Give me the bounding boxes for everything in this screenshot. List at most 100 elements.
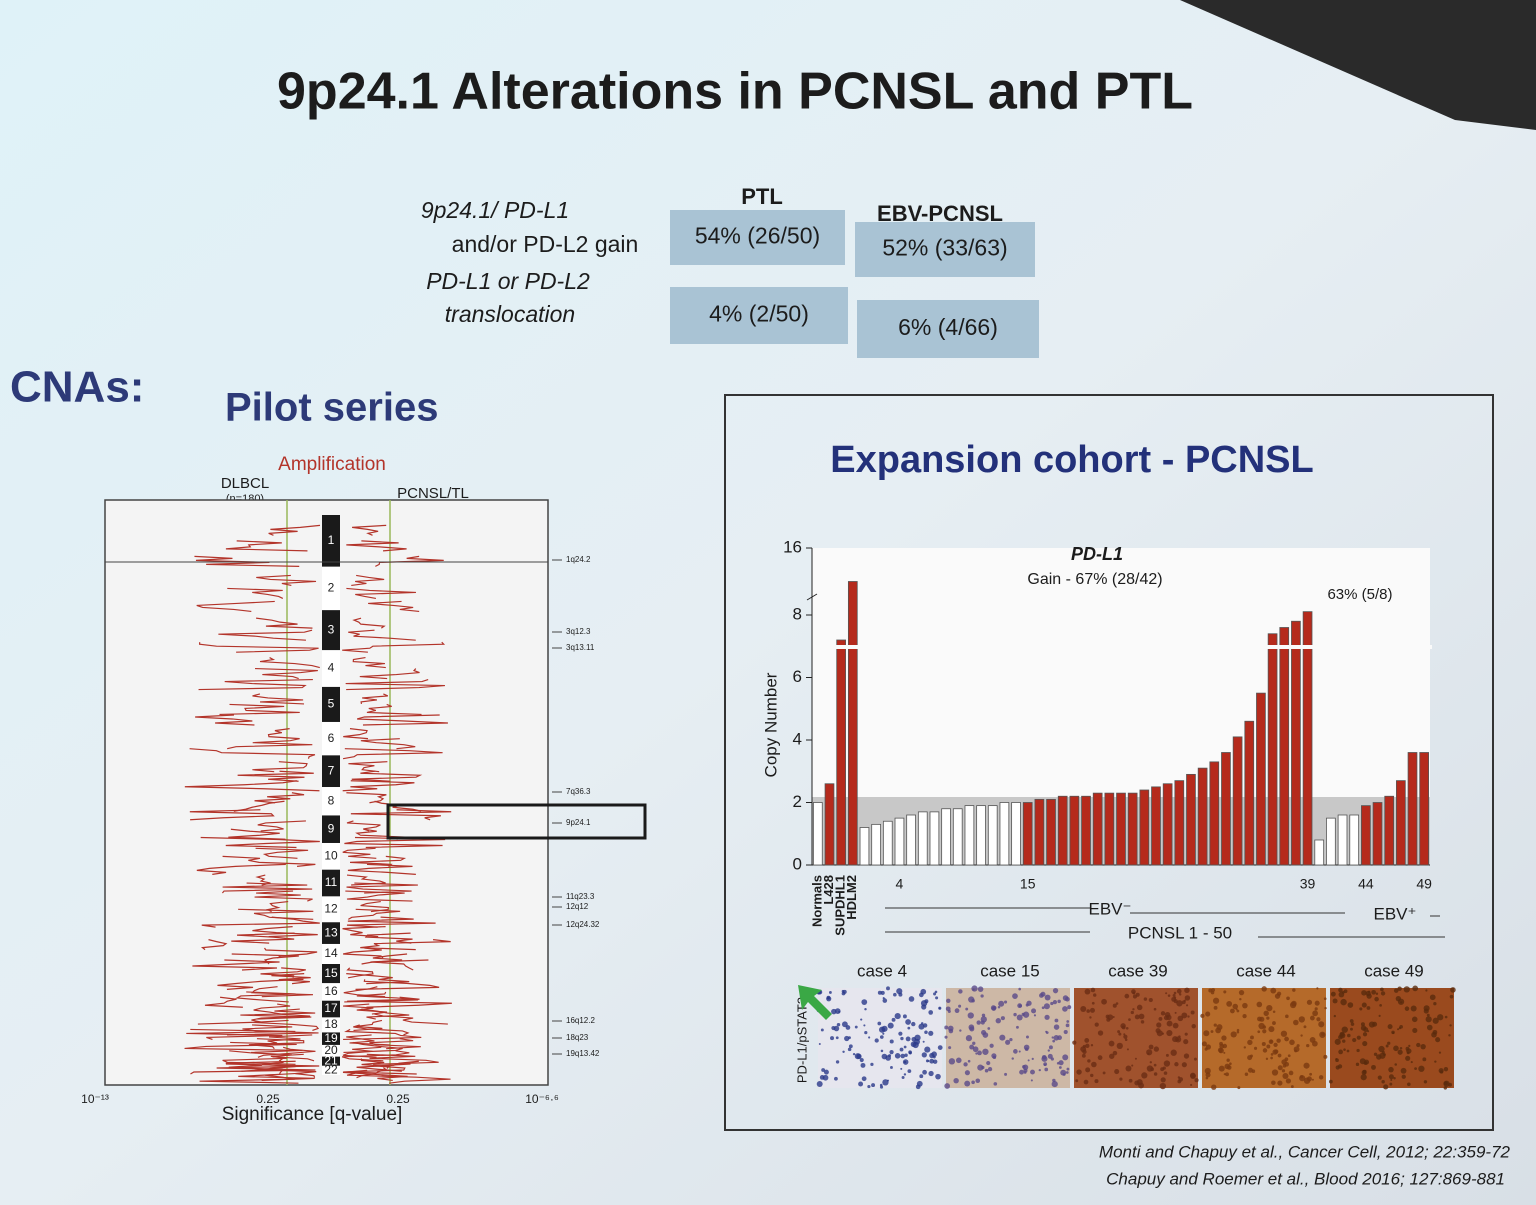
cell-dot	[1219, 1043, 1225, 1049]
cell-dot	[975, 1078, 981, 1084]
chromosome-band	[322, 1017, 340, 1033]
cell-dot	[901, 1076, 905, 1079]
cell-dot	[860, 1018, 863, 1021]
cell-dot	[1134, 1057, 1137, 1060]
cell-dot	[1047, 1049, 1051, 1052]
cell-dot	[1277, 1065, 1283, 1071]
cell-dot	[1081, 1053, 1086, 1058]
cell-dot	[1124, 993, 1130, 999]
axis-break	[806, 593, 818, 601]
cell-dot	[1132, 994, 1138, 999]
cell-dot	[1378, 1014, 1381, 1017]
cell-dot	[1208, 988, 1213, 993]
cell-dot	[975, 1052, 978, 1055]
cell-dot	[1414, 1067, 1417, 1071]
cell-dot	[835, 1060, 840, 1064]
cell-dot	[1321, 1032, 1325, 1036]
cell-dot	[1065, 996, 1070, 1002]
cna-trace	[259, 657, 320, 669]
cell-dot	[1343, 1048, 1346, 1051]
cell-dot	[1089, 1016, 1092, 1019]
cell-dot	[1072, 1040, 1077, 1045]
cell-dot	[1183, 1039, 1189, 1045]
cell-dot	[1335, 1057, 1338, 1061]
cell-dot	[1276, 991, 1282, 996]
cell-dot	[1306, 999, 1313, 1005]
cell-dot	[1410, 1005, 1417, 1012]
cell-dot	[1031, 1057, 1034, 1061]
cell-dot	[1221, 1035, 1227, 1041]
cell-dot	[1262, 1048, 1268, 1053]
cell-dot	[1048, 1045, 1053, 1050]
cell-dot	[1277, 1080, 1283, 1086]
cna-trace	[255, 667, 318, 680]
cell-dot	[1269, 1039, 1273, 1043]
cell-dot	[852, 1053, 856, 1056]
bar	[1127, 792, 1138, 866]
cna-trace	[342, 748, 443, 760]
cell-dot	[1449, 994, 1454, 999]
cell-dot	[1337, 1064, 1343, 1069]
cell-dot	[1437, 1014, 1444, 1021]
chromosome-band	[322, 686, 340, 722]
cna-trace	[350, 809, 452, 821]
cell-dot	[1173, 996, 1177, 999]
cell-dot	[1186, 1004, 1189, 1007]
chromosome-label: 18	[324, 1017, 338, 1031]
cell-dot	[1312, 1040, 1318, 1047]
cell-dot	[1381, 1050, 1385, 1054]
cna-trace	[353, 1024, 410, 1036]
cell-dot	[1404, 1006, 1410, 1011]
cell-dot	[1262, 1029, 1267, 1034]
cell-dot	[1161, 1032, 1165, 1035]
cell-dot	[1016, 1014, 1023, 1021]
cna-trace	[366, 1053, 439, 1065]
cell-dot	[1412, 985, 1419, 992]
cell-dot	[1084, 988, 1091, 995]
cell-dot	[1172, 1022, 1179, 1029]
cell-dot	[972, 1046, 979, 1053]
cna-trace	[342, 847, 377, 859]
x-tick-label: 49	[1416, 876, 1432, 892]
cell-dot	[1045, 1030, 1048, 1033]
cell-dot	[1089, 1007, 1095, 1013]
table-cell	[857, 300, 1039, 358]
cell-dot	[922, 1023, 928, 1028]
case-label: case 49	[1364, 961, 1424, 980]
cell-dot	[882, 1079, 889, 1086]
cell-dot	[1444, 1015, 1448, 1019]
cell-dot	[1163, 1060, 1171, 1067]
cell-dot	[1212, 997, 1220, 1004]
cell-dot	[1131, 1064, 1134, 1067]
bar	[1092, 792, 1103, 866]
cell-dot	[1378, 1045, 1385, 1053]
cell-dot	[1153, 1072, 1158, 1076]
cell-dot	[877, 1021, 882, 1026]
cna-trace	[374, 1013, 448, 1025]
cell-dot	[1316, 987, 1319, 990]
cell-dot	[1097, 1030, 1104, 1036]
cell-dot	[821, 1068, 826, 1072]
bar	[999, 802, 1010, 866]
cell-dot	[1178, 993, 1182, 996]
cell-dot	[1223, 1051, 1226, 1054]
cell-dot	[1058, 1066, 1062, 1069]
cna-trace	[233, 800, 285, 812]
bar	[1302, 611, 1313, 866]
cell-dot	[1162, 1066, 1166, 1070]
cell-dot	[1159, 1082, 1167, 1090]
region-label: 3q13.11	[566, 643, 595, 652]
bar	[1337, 814, 1348, 866]
cna-trace	[361, 1008, 410, 1020]
chromosome-band	[322, 869, 340, 897]
cell-dot	[1172, 994, 1176, 997]
cell-dot	[919, 1074, 924, 1079]
chromosome-label: 22	[324, 1063, 338, 1077]
cna-trace	[267, 728, 300, 740]
bar	[1116, 792, 1126, 866]
bar	[812, 802, 823, 866]
cell-dot	[1399, 1025, 1403, 1029]
cell-dot	[1213, 1023, 1217, 1027]
cell-dot	[1053, 1024, 1060, 1030]
highlight-box	[386, 803, 647, 840]
